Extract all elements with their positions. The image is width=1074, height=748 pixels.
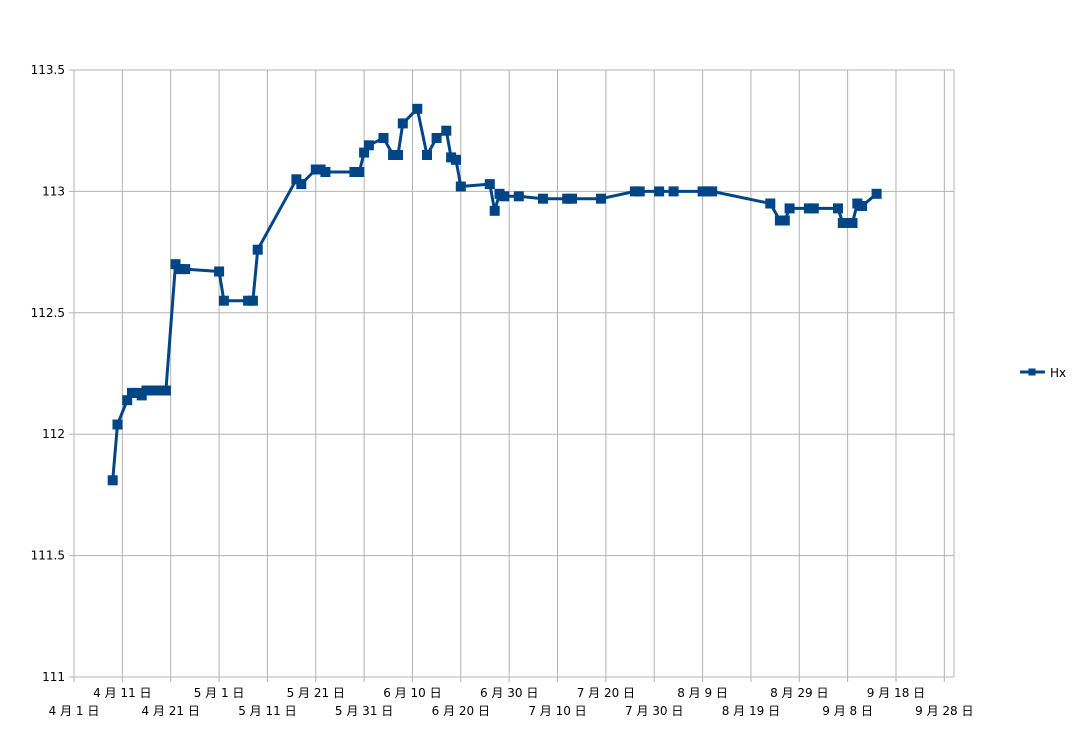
data-point — [214, 266, 225, 277]
x-tick-label: 5 月 31 日 — [335, 704, 393, 718]
gridlines — [69, 69, 955, 682]
legend-label: Hx — [1050, 366, 1066, 380]
data-point — [654, 186, 665, 197]
x-tick-label: 8 月 9 日 — [677, 686, 728, 700]
data-point — [451, 154, 461, 165]
data-point — [431, 133, 442, 143]
x-tick-label: 4 月 11 日 — [93, 686, 151, 700]
x-tick-label: 6 月 20 日 — [432, 704, 490, 718]
x-tick-label: 7 月 30 日 — [625, 704, 683, 718]
data-point — [765, 198, 776, 209]
data-point — [252, 244, 263, 255]
y-tick-label: 113 — [42, 184, 65, 198]
data-point — [634, 186, 645, 197]
data-point — [218, 295, 229, 306]
data-point — [668, 186, 679, 197]
data-point — [112, 419, 123, 430]
x-tick-label: 6 月 30 日 — [480, 686, 538, 700]
data-point — [707, 186, 718, 197]
data-point — [180, 264, 191, 275]
x-tick-label: 9 月 18 日 — [867, 686, 925, 700]
x-tick-label: 9 月 8 日 — [822, 704, 873, 718]
data-point — [499, 191, 510, 202]
y-tick-label: 111.5 — [31, 549, 65, 563]
y-tick-label: 112.5 — [31, 306, 65, 320]
data-point — [837, 218, 848, 228]
data-point — [247, 295, 258, 306]
data-point — [833, 203, 843, 214]
data-point — [847, 218, 858, 228]
data-point — [567, 193, 577, 204]
x-tick-label: 6 月 10 日 — [383, 686, 441, 700]
data-point — [359, 147, 370, 158]
data-point — [393, 150, 403, 160]
data-point — [784, 203, 795, 214]
x-tick-label: 7 月 10 日 — [528, 704, 586, 718]
data-point — [538, 193, 548, 204]
x-tick-label: 7 月 20 日 — [577, 686, 635, 700]
legend-marker-swatch — [1028, 368, 1036, 376]
data-point — [412, 103, 423, 114]
series-group — [107, 103, 882, 486]
x-axis-tick-labels: 4 月 1 日 4 月 11 日 4 月 21 日 5 月 1 日 5 月 11 日 5 … — [49, 686, 974, 718]
data-point — [513, 191, 524, 202]
x-tick-label: 4 月 1 日 — [49, 704, 100, 718]
legend: Hx — [1020, 366, 1066, 380]
data-point — [107, 475, 118, 486]
y-axis-tick-labels: 111 111.5 112 112.5 113 113.5 — [31, 63, 65, 684]
data-point — [122, 395, 133, 406]
series-line-hx — [111, 107, 878, 481]
data-point — [320, 167, 331, 177]
data-point — [596, 193, 606, 204]
x-tick-label: 5 月 1 日 — [194, 686, 245, 700]
x-tick-label: 9 月 28 日 — [915, 704, 973, 718]
data-point — [363, 140, 374, 151]
data-point — [455, 181, 466, 192]
data-point — [378, 133, 389, 143]
y-tick-label: 113.5 — [31, 63, 65, 77]
y-tick-label: 111 — [42, 670, 65, 684]
data-point — [354, 167, 365, 177]
data-point — [397, 118, 408, 129]
x-tick-label: 5 月 21 日 — [287, 686, 345, 700]
x-tick-label: 4 月 21 日 — [142, 704, 200, 718]
data-point — [296, 179, 307, 190]
data-point — [779, 215, 790, 226]
x-tick-label: 8 月 29 日 — [770, 686, 828, 700]
x-tick-label: 8 月 19 日 — [722, 704, 780, 718]
x-tick-label: 5 月 11 日 — [238, 704, 296, 718]
data-point — [871, 188, 882, 199]
data-point — [489, 205, 500, 216]
data-point — [857, 201, 868, 211]
y-tick-label: 112 — [42, 427, 65, 441]
data-point — [808, 203, 819, 214]
data-point — [422, 150, 432, 160]
data-point — [484, 179, 495, 190]
data-point — [160, 385, 171, 396]
data-point — [441, 125, 452, 136]
